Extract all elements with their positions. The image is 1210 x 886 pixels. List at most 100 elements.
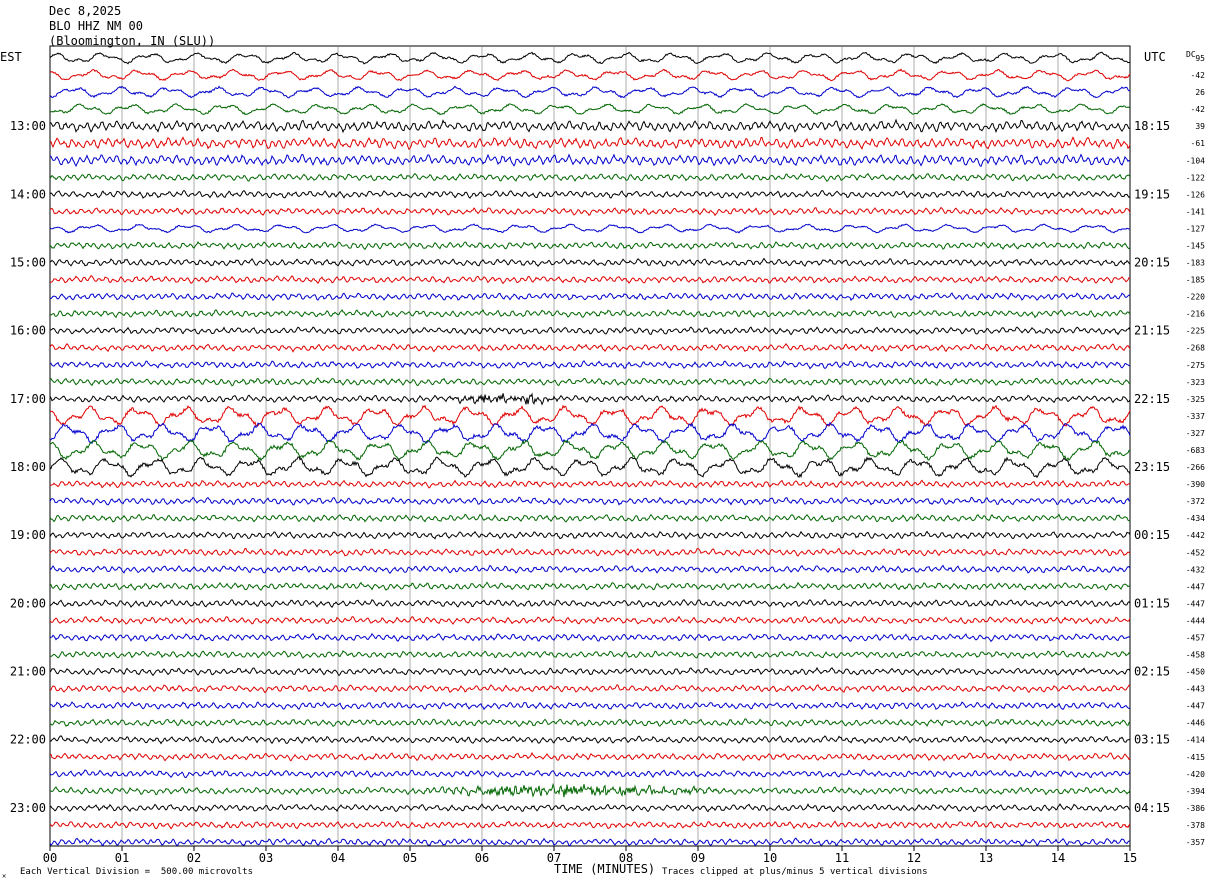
trace-line	[49, 735, 1131, 745]
x-tick-label: 03	[259, 851, 273, 865]
utc-hour-label: 03:15	[1134, 733, 1170, 747]
dc-offset-label: -145	[1186, 241, 1205, 250]
utc-hour-label: 04:15	[1134, 801, 1170, 815]
x-tick-label: 15	[1123, 851, 1137, 865]
dc-offset-label: -444	[1186, 616, 1205, 625]
dc-offset-label: -447	[1186, 702, 1205, 711]
trace-line	[49, 837, 1131, 847]
grid-lines	[49, 45, 1131, 851]
trace-line	[49, 343, 1131, 353]
trace-line	[49, 632, 1131, 643]
trace-line	[49, 51, 1131, 65]
dc-offset-label: -104	[1186, 156, 1205, 165]
x-tick-label: 14	[1051, 851, 1065, 865]
trace-line	[49, 308, 1131, 319]
x-axis-title: TIME (MINUTES)	[554, 862, 656, 876]
trace-line	[49, 547, 1131, 557]
trace-line	[49, 360, 1131, 370]
dc-offset-label: -216	[1186, 310, 1205, 319]
trace-line	[49, 102, 1131, 116]
utc-hour-label: 00:15	[1134, 528, 1170, 542]
dc-offset-label: -386	[1186, 804, 1205, 813]
dc-offset-label: -127	[1186, 224, 1205, 233]
utc-hour-label: 02:15	[1134, 665, 1170, 679]
est-hour-label: 23:00	[10, 801, 46, 815]
trace-line	[49, 275, 1131, 285]
dc-offset-label: -61	[1191, 139, 1206, 148]
trace-line	[49, 820, 1131, 830]
utc-hour-label: 18:15	[1134, 119, 1170, 133]
dc-offset-label: -323	[1186, 378, 1205, 387]
dc-offset-label: -394	[1186, 787, 1205, 796]
x-tick-label: 04	[331, 851, 345, 865]
trace-line	[49, 257, 1131, 268]
trace-line	[49, 85, 1131, 99]
trace-line	[49, 241, 1131, 251]
trace-line	[50, 292, 1131, 302]
trace-line	[49, 172, 1131, 182]
trace-line	[49, 718, 1131, 728]
trace-line	[49, 496, 1131, 506]
dc-offset-label: 26	[1195, 88, 1205, 97]
dc-offset-label: -225	[1186, 327, 1205, 336]
x-tick-label: 06	[475, 851, 489, 865]
x-tick-label: 09	[691, 851, 705, 865]
est-hour-label: 18:00	[10, 460, 46, 474]
trace-line	[49, 751, 1131, 762]
x-tick-label: 07	[547, 851, 561, 865]
est-hour-label: 22:00	[10, 733, 46, 747]
est-hour-label: 20:00	[10, 596, 46, 610]
utc-hour-label: 23:15	[1134, 460, 1170, 474]
dc-offset-label: -442	[1186, 531, 1205, 540]
dc-offset-label: -447	[1186, 599, 1205, 608]
dc-label: DC	[1186, 50, 1196, 59]
dc-offset-label: -357	[1186, 838, 1205, 847]
est-hour-label: 15:00	[10, 256, 46, 270]
trace-line	[49, 581, 1131, 591]
trace-line	[49, 513, 1130, 523]
x-tick-label: 01	[115, 851, 129, 865]
utc-hour-label: 01:15	[1134, 596, 1170, 610]
clip-note: Traces clipped at plus/minus 5 vertical …	[662, 867, 928, 877]
trace-line	[49, 803, 1131, 813]
trace-line	[49, 153, 1131, 167]
dc-offset-label: -325	[1186, 395, 1205, 404]
trace-line	[49, 564, 1131, 574]
est-hour-label: 17:00	[10, 392, 46, 406]
dc-offset-label: -414	[1186, 736, 1205, 745]
dc-offset-label: -141	[1186, 207, 1205, 216]
trace-line	[49, 701, 1131, 711]
trace-line	[49, 118, 1130, 134]
header-location: (Bloomington, IN (SLU))	[49, 34, 216, 48]
dc-offset-label: -446	[1186, 719, 1205, 728]
trace-line	[49, 666, 1131, 677]
axis-label-group: 00 01 02 03 04 05 06 07 08 09 10 11 12 13 14 15 95 -42 26 -…	[10, 54, 1205, 865]
est-hour-label: 21:00	[10, 665, 46, 679]
dc-offset-label: -434	[1186, 514, 1205, 523]
dc-offset-label: -450	[1186, 668, 1205, 677]
dc-offset-label: -122	[1186, 173, 1205, 182]
utc-hour-label: 19:15	[1134, 187, 1170, 201]
dc-offset-label: -126	[1186, 190, 1205, 199]
x-tick-label: 10	[763, 851, 777, 865]
header-station: BLO HHZ NM 00	[49, 19, 143, 33]
dc-offset-label: -457	[1186, 633, 1205, 642]
dc-offset-label: -452	[1186, 548, 1205, 557]
est-hour-label: 13:00	[10, 119, 46, 133]
logo-mark: ✕	[2, 872, 7, 880]
dc-offset-label: 39	[1195, 122, 1205, 131]
dc-offset-label: -275	[1186, 361, 1205, 370]
trace-line	[49, 479, 1131, 489]
x-tick-label: 13	[979, 851, 993, 865]
dc-offset-label: -447	[1186, 582, 1205, 591]
trace-line	[49, 769, 1131, 779]
dc-offset-label: -42	[1191, 105, 1206, 114]
x-tick-label: 12	[907, 851, 921, 865]
header-date: Dec 8,2025	[49, 4, 122, 18]
trace-line	[49, 189, 1131, 199]
trace-line	[49, 598, 1131, 608]
trace-line	[49, 530, 1131, 540]
utc-hour-label: 20:15	[1134, 256, 1170, 270]
x-tick-label: 02	[187, 851, 201, 865]
